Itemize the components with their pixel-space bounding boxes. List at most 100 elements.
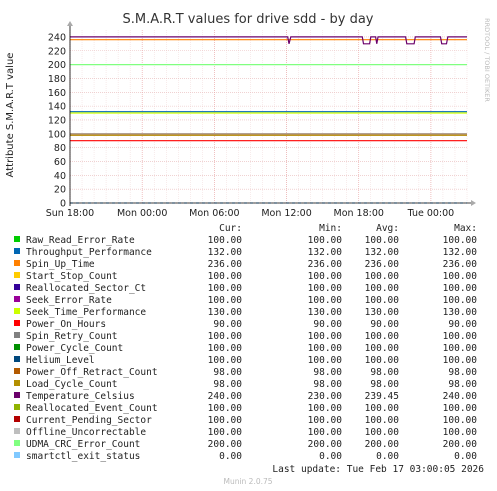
legend-value-max: 100.00	[443, 331, 478, 342]
legend-value-max: 98.00	[448, 367, 477, 378]
legend-swatch	[14, 392, 20, 398]
legend-value-avg: 98.00	[370, 379, 399, 390]
legend-swatch	[14, 260, 20, 266]
legend-value-avg: 98.00	[370, 367, 399, 378]
legend-value-max: 240.00	[443, 391, 478, 402]
legend: Cur: Min: Avg: Max: Raw_Read_Error_Rate 100.0…	[14, 223, 477, 462]
legend-name: Offline_Uncorrectable	[26, 427, 146, 438]
legend-name: Power_On_Hours	[26, 319, 106, 330]
y-tick-label: 160	[48, 88, 66, 99]
legend-value-avg: 132.00	[365, 247, 400, 258]
legend-swatch	[14, 308, 20, 314]
legend-value-max: 90.00	[448, 319, 477, 330]
legend-value-max: 0.00	[454, 451, 477, 462]
legend-value-cur: 100.00	[208, 295, 243, 306]
legend-value-avg: 100.00	[365, 295, 400, 306]
legend-value-min: 98.00	[313, 379, 342, 390]
chart-title: S.M.A.R.T values for drive sdd - by day	[123, 12, 374, 27]
legend-value-cur: 98.00	[213, 379, 242, 390]
legend-name: Seek_Time_Performance	[26, 307, 146, 318]
legend-name: Raw_Read_Error_Rate	[26, 235, 135, 246]
legend-swatch	[14, 356, 20, 362]
legend-name: Current_Pending_Sector	[26, 415, 152, 426]
legend-value-avg: 100.00	[365, 331, 400, 342]
legend-swatch	[14, 380, 20, 386]
legend-value-min: 236.00	[308, 259, 343, 270]
y-tick-label: 0	[60, 199, 66, 210]
legend-value-max: 130.00	[443, 307, 478, 318]
legend-name: Seek_Error_Rate	[26, 295, 112, 306]
legend-name: Reallocated_Sector_Ct	[26, 283, 146, 294]
legend-name: Temperature_Celsius	[26, 391, 135, 402]
legend-value-cur: 130.00	[208, 307, 243, 318]
y-tick-label: 100	[48, 129, 66, 140]
y-tick-label: 240	[48, 32, 66, 43]
legend-name: Power_Cycle_Count	[26, 343, 123, 354]
legend-name: UDMA_CRC_Error_Count	[26, 439, 140, 450]
legend-value-cur: 236.00	[208, 259, 243, 270]
legend-header-min: Min:	[319, 223, 342, 234]
legend-header-avg: Avg:	[376, 223, 399, 234]
legend-value-min: 100.00	[308, 403, 343, 414]
y-ticks: 0 20 40 60 80 100 120 140 160 180 200 220 240	[48, 32, 66, 209]
y-tick-label: 20	[54, 185, 66, 196]
y-tick-label: 220	[48, 46, 66, 57]
legend-name: Spin_Up_Time	[26, 259, 95, 270]
y-tick-label: 140	[48, 102, 66, 113]
side-watermark: RRDTOOL / TOBI OETIKER	[483, 18, 491, 102]
legend-value-cur: 100.00	[208, 283, 243, 294]
legend-swatch	[14, 320, 20, 326]
legend-name: Start_Stop_Count	[26, 271, 118, 282]
x-tick-label: Mon 12:00	[261, 208, 311, 219]
legend-swatch	[14, 440, 20, 446]
legend-value-cur: 100.00	[208, 235, 243, 246]
series-line-temperature-celsius	[70, 36, 467, 45]
y-tick-label: 40	[54, 171, 66, 182]
legend-name: Power_Off_Retract_Count	[26, 367, 158, 378]
legend-value-avg: 100.00	[365, 403, 400, 414]
legend-value-cur: 100.00	[208, 343, 243, 354]
legend-value-avg: 130.00	[365, 307, 400, 318]
legend-value-avg: 100.00	[365, 355, 400, 366]
y-tick-label: 200	[48, 60, 66, 71]
legend-value-min: 90.00	[313, 319, 342, 330]
legend-value-cur: 132.00	[208, 247, 243, 258]
legend-value-avg: 90.00	[370, 319, 399, 330]
legend-value-min: 100.00	[308, 415, 343, 426]
footer-version: Munin 2.0.75	[223, 477, 272, 486]
legend-value-max: 200.00	[443, 439, 478, 450]
legend-value-cur: 100.00	[208, 427, 243, 438]
legend-value-cur: 100.00	[208, 331, 243, 342]
y-axis-arrow	[67, 21, 73, 26]
grid	[69, 30, 468, 204]
legend-name: Throughput_Performance	[26, 247, 152, 258]
legend-swatch	[14, 416, 20, 422]
legend-value-min: 100.00	[308, 235, 343, 246]
y-tick-label: 180	[48, 74, 66, 85]
y-tick-label: 80	[54, 143, 66, 154]
legend-name: smartctl_exit_status	[26, 451, 140, 462]
legend-value-min: 100.00	[308, 295, 343, 306]
legend-value-max: 100.00	[443, 415, 478, 426]
legend-value-min: 130.00	[308, 307, 343, 318]
legend-value-avg: 100.00	[365, 415, 400, 426]
legend-value-min: 100.00	[308, 343, 343, 354]
legend-value-cur: 100.00	[208, 415, 243, 426]
y-tick-label: 120	[48, 115, 66, 126]
y-axis-label: Attribute S.M.A.R.T value	[5, 53, 16, 178]
x-tick-label: Tue 00:00	[407, 208, 455, 219]
legend-value-max: 100.00	[443, 235, 478, 246]
legend-value-min: 132.00	[308, 247, 343, 258]
legend-value-cur: 100.00	[208, 355, 243, 366]
legend-value-max: 98.00	[448, 379, 477, 390]
legend-value-max: 100.00	[443, 427, 478, 438]
legend-name: Reallocated_Event_Count	[26, 403, 158, 414]
legend-swatch	[14, 248, 20, 254]
legend-value-min: 100.00	[308, 283, 343, 294]
legend-value-cur: 98.00	[213, 367, 242, 378]
legend-value-max: 132.00	[443, 247, 478, 258]
axes	[67, 21, 476, 206]
legend-value-max: 100.00	[443, 355, 478, 366]
legend-swatch	[14, 272, 20, 278]
legend-value-cur: 200.00	[208, 439, 243, 450]
